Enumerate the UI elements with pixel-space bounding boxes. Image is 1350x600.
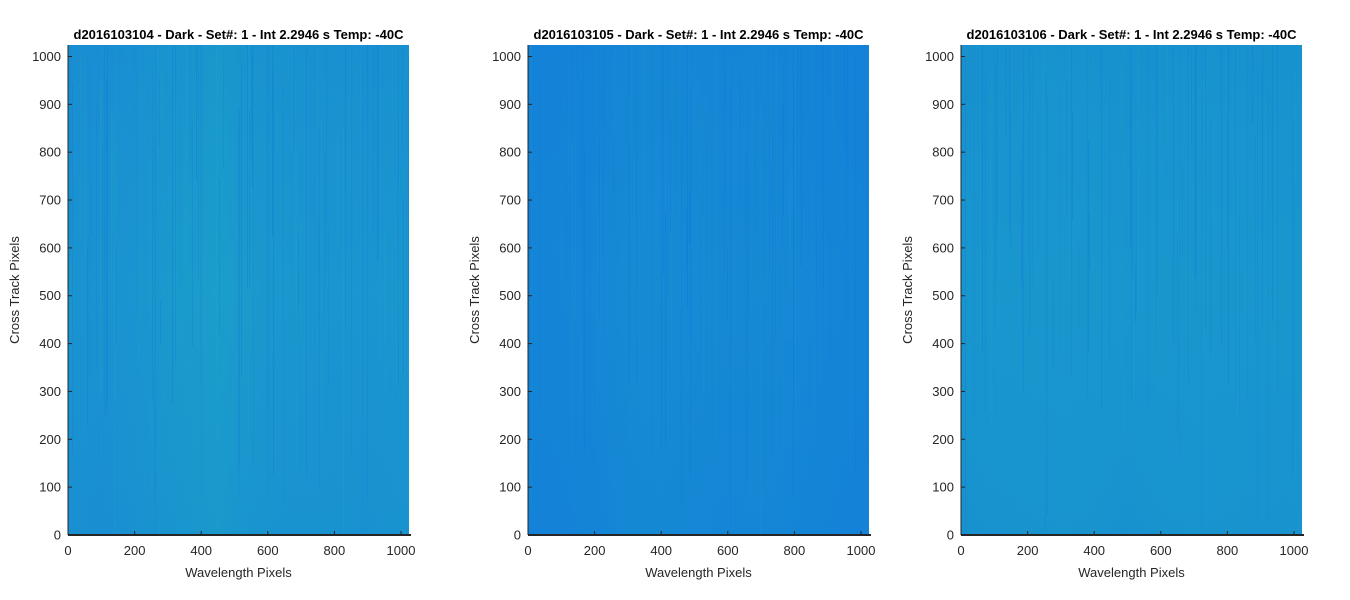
chart-panel-1: 0 200 400 600 800 1000 0 100 200 300 400 500 600 700 8…: [0, 0, 440, 600]
y-tick-label: 800: [499, 145, 521, 160]
y-axis-label: Cross Track Pixels: [7, 236, 22, 344]
axes: 0 200 400 600 800 1000 0 100 200 300 400 500 600 700 8…: [492, 45, 875, 558]
y-tick-label: 600: [499, 240, 521, 255]
chart-panel-3: 0 200 400 600 800 1000 0 100 200 300 400 500 600 700 8…: [893, 0, 1333, 600]
x-tick-label: 400: [190, 543, 212, 558]
axes: 0 200 400 600 800 1000 0 100 200 300 400 500 600 700 8…: [32, 45, 415, 558]
heatmap-field: [68, 45, 409, 536]
y-tick-label: 800: [39, 145, 61, 160]
y-tick-label: 300: [932, 384, 954, 399]
y-tick-label: 1000: [32, 49, 61, 64]
y-tick-label: 700: [499, 193, 521, 208]
x-tick-label: 0: [957, 543, 964, 558]
x-tick-label: 200: [124, 543, 146, 558]
x-tick-label: 400: [650, 543, 672, 558]
y-tick-label: 100: [39, 480, 61, 495]
y-tick-label: 700: [932, 193, 954, 208]
heatmap-field: [961, 45, 1302, 536]
heatmap-field: [528, 45, 869, 536]
y-tick-label: 100: [499, 480, 521, 495]
axes: 0 200 400 600 800 1000 0 100 200 300 400 500 600 700 8…: [925, 45, 1308, 558]
x-tick-label: 200: [1017, 543, 1039, 558]
heatmap-striations: [69, 45, 409, 536]
y-tick-label: 100: [932, 480, 954, 495]
y-tick-label: 1000: [492, 49, 521, 64]
y-tick-label: 500: [39, 288, 61, 303]
y-tick-label: 0: [947, 528, 954, 543]
x-tick-label: 600: [717, 543, 739, 558]
heatmap-chart-3: 0 200 400 600 800 1000 0 100 200 300 400 500 600 700 8…: [900, 27, 1308, 580]
y-tick-label: 300: [499, 384, 521, 399]
y-tick-label: 900: [932, 97, 954, 112]
y-axis-label: Cross Track Pixels: [467, 236, 482, 344]
y-tick-label: 400: [39, 336, 61, 351]
y-tick-label: 0: [514, 528, 521, 543]
y-tick-label: 200: [499, 432, 521, 447]
y-tick-label: 200: [39, 432, 61, 447]
x-tick-label: 400: [1083, 543, 1105, 558]
heatmap-chart-2: 0 200 400 600 800 1000 0 100 200 300 400 500 600 700 8…: [467, 27, 875, 580]
x-tick-label: 600: [257, 543, 279, 558]
x-tick-label: 600: [1150, 543, 1172, 558]
y-tick-label: 900: [39, 97, 61, 112]
y-tick-label: 500: [932, 288, 954, 303]
x-tick-label: 200: [584, 543, 606, 558]
x-tick-label: 800: [324, 543, 346, 558]
y-tick-label: 500: [499, 288, 521, 303]
x-tick-label: 0: [64, 543, 71, 558]
heatmap-striations: [965, 45, 1302, 536]
y-tick-label: 600: [932, 240, 954, 255]
heatmap-striations: [529, 45, 869, 536]
y-tick-label: 700: [39, 193, 61, 208]
x-tick-label: 800: [784, 543, 806, 558]
y-tick-label: 400: [932, 336, 954, 351]
x-tick-label: 1000: [1280, 543, 1309, 558]
chart-title: d2016103105 - Dark - Set#: 1 - Int 2.294…: [534, 27, 865, 42]
x-tick-label: 800: [1217, 543, 1239, 558]
y-tick-label: 600: [39, 240, 61, 255]
y-tick-label: 1000: [925, 49, 954, 64]
chart-title: d2016103106 - Dark - Set#: 1 - Int 2.294…: [967, 27, 1298, 42]
chart-panel-2: 0 200 400 600 800 1000 0 100 200 300 400 500 600 700 8…: [460, 0, 900, 600]
y-tick-label: 0: [54, 528, 61, 543]
x-tick-label: 0: [524, 543, 531, 558]
chart-title: d2016103104 - Dark - Set#: 1 - Int 2.294…: [74, 27, 405, 42]
heatmap-chart-1: 0 200 400 600 800 1000 0 100 200 300 400 500 600 700 8…: [7, 27, 415, 580]
x-axis-label: Wavelength Pixels: [185, 565, 292, 580]
y-tick-label: 300: [39, 384, 61, 399]
x-tick-label: 1000: [847, 543, 876, 558]
x-axis-label: Wavelength Pixels: [645, 565, 752, 580]
y-axis-label: Cross Track Pixels: [900, 236, 915, 344]
y-tick-label: 800: [932, 145, 954, 160]
y-tick-label: 900: [499, 97, 521, 112]
x-tick-label: 1000: [387, 543, 416, 558]
y-tick-label: 200: [932, 432, 954, 447]
x-axis-label: Wavelength Pixels: [1078, 565, 1185, 580]
y-tick-label: 400: [499, 336, 521, 351]
